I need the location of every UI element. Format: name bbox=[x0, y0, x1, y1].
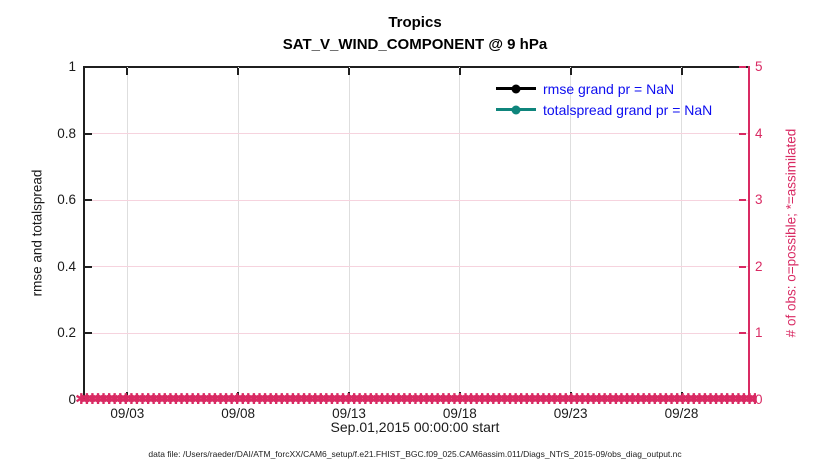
x-tick-top bbox=[348, 68, 350, 75]
x-tick-label: 09/18 bbox=[442, 406, 477, 421]
x-tick-bottom bbox=[237, 392, 240, 400]
x-tick-label: 09/13 bbox=[332, 406, 366, 421]
legend: rmse grand pr = NaN totalspread grand pr … bbox=[496, 78, 712, 120]
y-tick-left bbox=[85, 132, 92, 135]
y-tick-left bbox=[85, 265, 92, 268]
x-gridline bbox=[681, 67, 682, 400]
right-y-tick-label: 3 bbox=[755, 192, 763, 208]
legend-item: totalspread grand pr = NaN bbox=[496, 99, 712, 120]
y-gridline bbox=[85, 266, 748, 268]
x-gridline bbox=[237, 67, 239, 400]
x-gridline bbox=[459, 67, 461, 400]
right-y-tick-label: 4 bbox=[755, 125, 763, 141]
y-gridline bbox=[85, 199, 748, 201]
x-tick-label: 09/23 bbox=[553, 406, 588, 421]
right-y-tick-label: 5 bbox=[755, 59, 763, 74]
obs-count-marker-band: ✱✱✱✱✱✱✱✱✱✱✱✱✱✱✱✱✱✱✱✱✱✱✱✱✱✱✱✱✱✱✱✱✱✱✱✱✱✱✱✱… bbox=[75, 393, 756, 407]
right-y-tick-label: 2 bbox=[755, 258, 763, 274]
left-y-axis-label: rmse and totalspread bbox=[29, 169, 45, 297]
legend-item: rmse grand pr = NaN bbox=[496, 78, 712, 99]
x-tick-label: 09/28 bbox=[664, 406, 699, 421]
y-tick-left bbox=[85, 332, 92, 335]
y-tick-right bbox=[739, 132, 746, 135]
x-gridline bbox=[126, 67, 128, 400]
right-y-axis-label: # of obs: o=possible; *=assimilated bbox=[783, 128, 799, 338]
x-tick-top bbox=[458, 68, 461, 75]
y-tick-right bbox=[739, 66, 746, 68]
left-y-tick-label: 0 bbox=[68, 392, 76, 407]
legend-dot-icon bbox=[511, 84, 521, 93]
x-tick-top bbox=[237, 68, 240, 75]
legend-label: rmse grand pr = NaN bbox=[543, 80, 675, 97]
x-gridline bbox=[348, 67, 350, 400]
axis-bottom-line bbox=[83, 399, 750, 401]
plot-title-block: Tropics SAT_V_WIND_COMPONENT @ 9 hPa bbox=[0, 12, 830, 56]
plot-title: Tropics bbox=[388, 14, 442, 31]
x-axis-label: Sep.01,2015 00:00:00 start bbox=[330, 419, 500, 435]
plot-subtitle: SAT_V_WIND_COMPONENT @ 9 hPa bbox=[282, 36, 548, 53]
y-tick-right bbox=[739, 265, 746, 268]
x-tick-bottom bbox=[348, 392, 350, 400]
x-tick-bottom bbox=[569, 392, 572, 400]
x-tick-top bbox=[126, 68, 129, 75]
x-tick-bottom bbox=[680, 392, 683, 400]
left-y-tick-label: 0.8 bbox=[57, 125, 76, 141]
x-tick-top bbox=[569, 68, 572, 75]
y-tick-right bbox=[739, 332, 746, 335]
y-tick-left bbox=[85, 66, 92, 68]
left-y-tick-label: 1 bbox=[68, 59, 76, 74]
y-tick-right bbox=[739, 199, 746, 202]
right-y-tick-label: 0 bbox=[755, 392, 763, 407]
left-y-tick-label: 0.4 bbox=[57, 258, 76, 274]
y-gridline bbox=[85, 332, 748, 334]
x-tick-label: 09/03 bbox=[110, 406, 145, 421]
x-tick-bottom bbox=[458, 392, 461, 400]
legend-label: totalspread grand pr = NaN bbox=[543, 101, 713, 118]
data-file-caption: data file: /Users/raeder/DAI/ATM_forcXX/… bbox=[148, 449, 682, 459]
right-y-tick-label: 1 bbox=[755, 325, 763, 341]
x-tick-bottom bbox=[126, 392, 129, 400]
x-tick-label: 09/08 bbox=[221, 406, 256, 421]
x-gridline bbox=[570, 67, 572, 400]
axis-left-line bbox=[83, 66, 85, 400]
left-y-tick-label: 0.2 bbox=[57, 325, 76, 341]
legend-line-marker-icon bbox=[496, 105, 536, 114]
axis-right-line bbox=[748, 66, 750, 401]
legend-line-marker-icon bbox=[496, 84, 536, 93]
left-y-tick-label: 0.6 bbox=[57, 192, 76, 208]
x-tick-top bbox=[680, 68, 683, 75]
axis-top-line bbox=[83, 66, 750, 68]
y-tick-left bbox=[85, 199, 92, 202]
y-gridline bbox=[85, 133, 748, 135]
legend-dot-icon bbox=[511, 105, 521, 114]
